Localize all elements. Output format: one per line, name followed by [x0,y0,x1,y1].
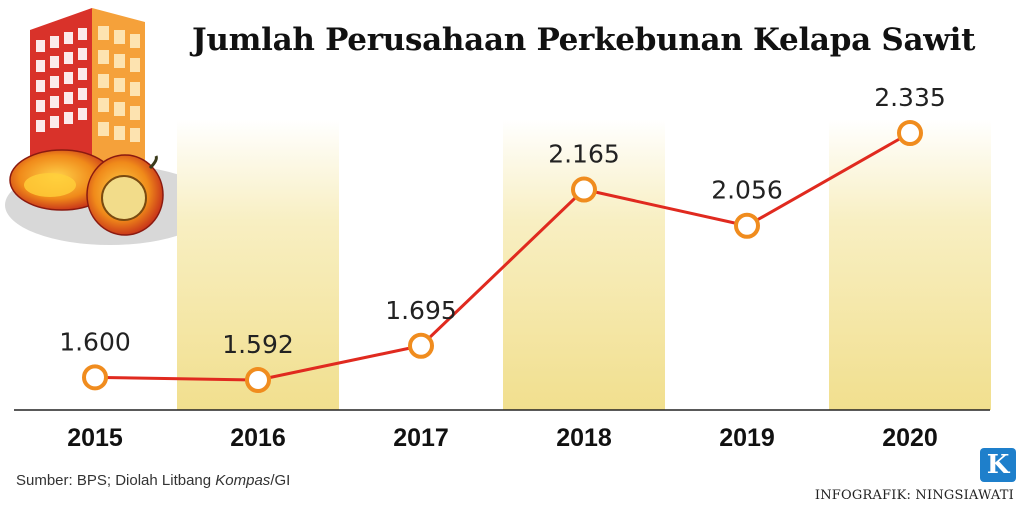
band-2018 [503,120,665,410]
tick-label-2015: 2015 [67,424,123,452]
marker-2017 [408,332,434,359]
data-label-2016: 1.592 [222,330,294,359]
data-label-2020: 2.335 [874,83,946,112]
marker-2019 [734,212,760,239]
data-label-2015: 1.600 [59,327,131,356]
line-jumlah-perusahaan [94,131,911,382]
data-label-2017: 1.695 [385,296,457,325]
highlight-bands [177,120,991,410]
x-tick-labels: 2015 2016 2017 2018 2019 2020 [67,424,938,452]
source-italic: Kompas [215,472,271,489]
band-2016 [177,120,339,410]
marker-2015 [82,364,108,391]
tick-label-2016: 2016 [230,424,286,452]
kompas-logo: K [980,448,1016,482]
source-prefix: Sumber: BPS; Diolah Litbang [16,472,216,489]
source-note: Sumber: BPS; Diolah Litbang Kompas/GI [16,472,290,489]
tick-label-2018: 2018 [556,424,612,452]
tick-label-2019: 2019 [719,424,775,452]
marker-2020 [897,120,923,146]
marker-2018 [571,176,597,203]
chart-title: Jumlah Perusahaan Perkebunan Kelapa Sawi… [192,22,976,58]
marker-2016 [245,367,271,393]
tick-label-2017: 2017 [393,424,449,452]
source-suffix: /GI [270,472,291,489]
palm-factory-illustration [5,8,215,245]
data-label-2018: 2.165 [548,140,620,169]
series-line [94,131,911,382]
data-label-2019: 2.056 [711,176,783,205]
data-labels: 1.600 1.592 1.695 2.165 2.056 2.335 [59,83,946,359]
tick-label-2020: 2020 [882,424,938,452]
infographic-credit: INFOGRAFIK: NINGSIAWATI [814,488,1014,503]
band-2020 [829,120,991,410]
data-markers [82,120,923,393]
